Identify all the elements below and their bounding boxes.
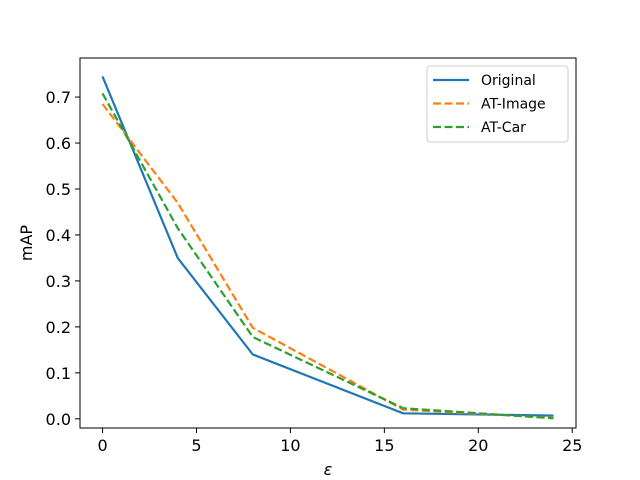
x-tick-label: 25 [562,436,582,455]
x-axis-label: ε [324,460,333,479]
y-tick-label: 0.5 [46,180,71,199]
y-tick-label: 0.3 [46,272,71,291]
y-tick-label: 0.1 [46,364,71,383]
x-tick-label: 10 [280,436,300,455]
y-tick-label: 0.6 [46,134,71,153]
y-tick-label: 0.2 [46,318,71,337]
x-axis-ticks: 0 5 10 15 20 25 [97,428,582,455]
series-line-original [101,75,554,417]
x-tick-label: 5 [191,436,201,455]
series-line-at-image [101,103,554,419]
y-tick-label: 0.4 [46,226,71,245]
legend-label: AT-Car [481,120,526,136]
plot-lines [101,75,554,420]
axes-frame [79,57,577,429]
legend-box [426,65,569,143]
x-tick-label: 0 [97,436,107,455]
legend-label: Original [481,73,536,89]
legend: Original AT-Image AT-Car [426,65,569,143]
y-axis-label: mAP [17,225,36,262]
x-tick-label: 15 [374,436,394,455]
legend-label: AT-Image [481,97,546,113]
y-tick-label: 0.0 [46,410,71,429]
y-tick-label: 0.7 [46,88,71,107]
x-tick-label: 20 [468,436,488,455]
y-axis-ticks: 0.0 0.1 0.2 0.3 0.4 0.5 0.6 0.7 [46,88,80,429]
